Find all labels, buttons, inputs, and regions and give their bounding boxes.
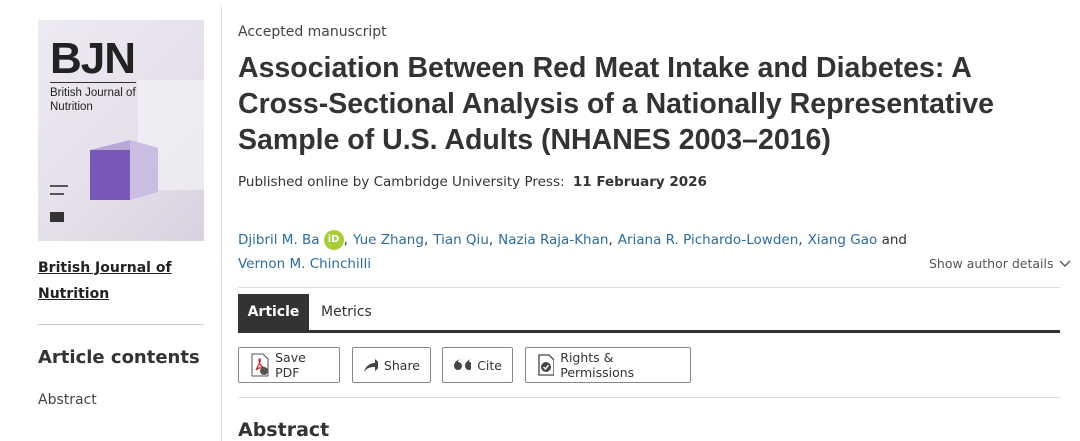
author-link[interactable]: Ariana R. Pichardo-Lowden bbox=[617, 232, 799, 248]
author-link[interactable]: Nazia Raja-Khan bbox=[498, 232, 609, 248]
author-link[interactable]: Djibril M. Ba bbox=[238, 232, 320, 248]
contents-heading: Article contents bbox=[38, 347, 200, 368]
author-separator: , bbox=[488, 232, 494, 248]
button-label: Cite bbox=[477, 357, 502, 373]
show-author-details[interactable]: Show author details bbox=[929, 256, 1071, 271]
article-title: Association Between Red Meat Intake and … bbox=[238, 52, 995, 156]
share-icon bbox=[364, 359, 378, 372]
cover-acronym: BJN bbox=[50, 34, 136, 83]
section-heading: Abstract bbox=[238, 419, 330, 441]
divider bbox=[238, 287, 1060, 288]
journal-cover[interactable]: BJN British Journal of Nutrition bbox=[38, 20, 204, 241]
rights-button[interactable]: Rights & Permissions bbox=[525, 347, 691, 383]
divider bbox=[238, 397, 1060, 398]
cite-button[interactable]: Cite bbox=[442, 347, 513, 383]
published-label: Published online by Cambridge University… bbox=[238, 174, 565, 190]
share-button[interactable]: Share bbox=[352, 347, 431, 383]
author-link[interactable]: Yue Zhang bbox=[352, 232, 424, 248]
save-pdf-button[interactable]: Save PDF bbox=[238, 347, 340, 383]
author-separator: , bbox=[608, 232, 613, 248]
button-label: Share bbox=[383, 357, 420, 373]
author-link[interactable]: Xiang Gao bbox=[807, 232, 878, 248]
status: Accepted manuscript bbox=[238, 24, 387, 40]
tab-active[interactable]: Article bbox=[238, 294, 309, 330]
author-separator: , bbox=[798, 232, 803, 248]
show-author-details-text: Show author details bbox=[929, 256, 1054, 271]
author-separator: , bbox=[423, 232, 429, 248]
published: Published online by Cambridge University… bbox=[238, 174, 707, 190]
tab[interactable]: Metrics bbox=[321, 304, 372, 320]
journal-link[interactable]: British Journal of Nutrition bbox=[38, 260, 172, 302]
column-divider bbox=[221, 5, 222, 441]
chevron-icon bbox=[1059, 260, 1071, 267]
author-separator: , bbox=[343, 232, 348, 248]
orcid-badge[interactable]: iD bbox=[323, 230, 344, 250]
author-link[interactable]: Tian Qiu bbox=[433, 232, 489, 248]
author-link[interactable]: Vernon M. Chinchilli bbox=[238, 256, 371, 272]
author-list: Djibril M. Ba iD, Yue Zhang, Tian Qiu, Nazia… bbox=[238, 228, 928, 276]
cover-rule bbox=[50, 82, 136, 83]
tab-bar bbox=[238, 330, 1060, 333]
pdf-icon bbox=[251, 353, 269, 377]
button-label: Save PDF bbox=[275, 350, 306, 380]
cover-art bbox=[50, 80, 204, 222]
quote-icon bbox=[454, 359, 472, 370]
contents-item[interactable]: Abstract bbox=[38, 392, 97, 408]
button-label: Rights & Permissions bbox=[560, 350, 635, 380]
rights-icon bbox=[538, 354, 555, 376]
published-date: 11 February 2026 bbox=[572, 174, 707, 190]
author-conjunction: and bbox=[881, 232, 907, 248]
sidebar-divider bbox=[38, 324, 204, 325]
cover-journal: British Journal of Nutrition bbox=[50, 87, 136, 113]
